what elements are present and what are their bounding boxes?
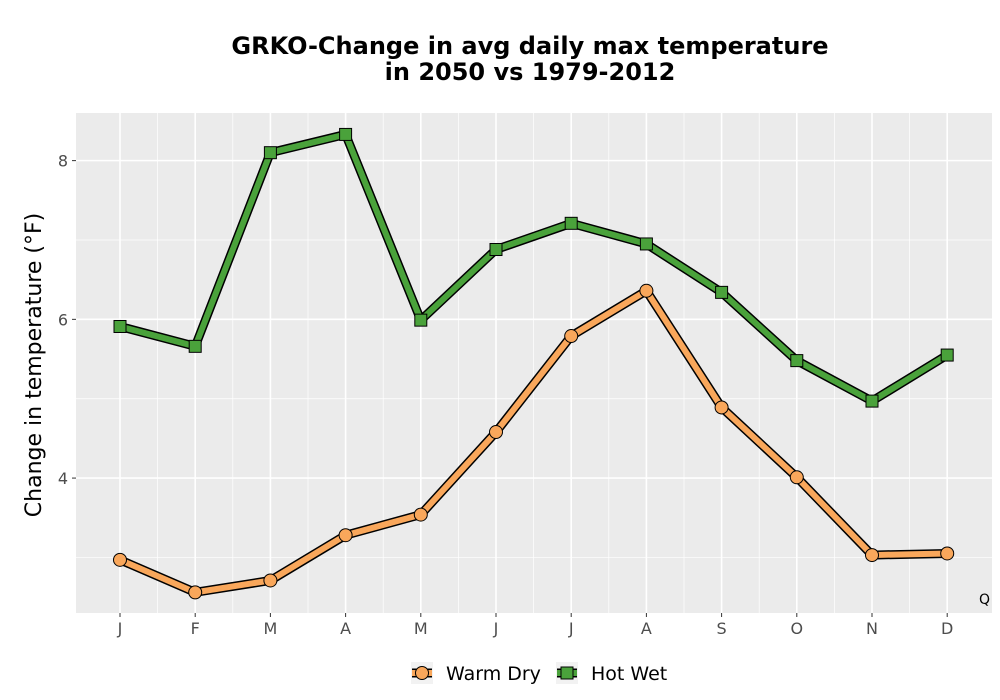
series-layer — [113, 127, 955, 600]
data-point — [564, 216, 578, 230]
series-warm-dry — [113, 283, 955, 600]
data-point — [865, 394, 879, 408]
y-tick-label: 6 — [58, 310, 68, 329]
x-tick-label: S — [717, 619, 727, 638]
x-tick-label: F — [191, 619, 200, 638]
data-point — [489, 425, 503, 440]
x-tick-label: O — [791, 619, 804, 638]
legend-label: Warm Dry — [446, 663, 541, 685]
y-tick-label: 4 — [58, 469, 68, 488]
data-point — [714, 400, 729, 415]
data-point — [188, 339, 202, 353]
data-point — [564, 329, 579, 344]
data-point — [339, 127, 353, 141]
data-point — [489, 243, 503, 257]
data-point — [413, 507, 428, 522]
data-point — [790, 354, 804, 368]
plot-panel — [76, 113, 992, 613]
chart-title-line1: GRKO-Change in avg daily max temperature — [231, 32, 828, 60]
data-point — [865, 548, 879, 563]
x-tick-label: J — [568, 619, 574, 638]
data-point — [639, 237, 653, 251]
data-point — [639, 283, 654, 298]
axis-layer: 4 6 8 J F M A M J J A S O N D — [58, 152, 954, 638]
data-point — [338, 528, 353, 543]
corner-label: Q — [979, 592, 990, 608]
y-tick-label: 8 — [58, 152, 68, 171]
data-point — [715, 285, 729, 299]
x-tick-label: A — [641, 619, 652, 638]
data-point — [263, 146, 277, 160]
legend-item-hot-wet: Hot Wet — [556, 662, 667, 685]
legend-item-warm-dry: Warm Dry — [411, 662, 541, 685]
x-tick-label: M — [414, 619, 428, 638]
series-line — [117, 131, 951, 405]
data-point — [940, 348, 954, 362]
legend-label: Hot Wet — [591, 663, 667, 685]
data-point — [789, 470, 804, 485]
x-tick-label: J — [493, 619, 499, 638]
x-tick-label: M — [263, 619, 277, 638]
data-point — [414, 313, 428, 327]
series-hot-wet — [113, 127, 954, 408]
grid-layer — [76, 113, 992, 613]
x-tick-label: D — [941, 619, 953, 638]
chart-title-line2: in 2050 vs 1979-2012 — [385, 58, 676, 86]
data-point — [940, 546, 955, 561]
y-axis-title: Change in temperature (°F) — [22, 213, 47, 517]
data-point — [263, 573, 278, 588]
x-tick-label: J — [117, 619, 123, 638]
legend-key-marker — [560, 666, 574, 680]
series-line — [117, 287, 951, 596]
data-point — [113, 552, 127, 567]
data-point — [113, 319, 127, 333]
x-tick-label: N — [866, 619, 878, 638]
legend: Warm Dry Hot Wet — [411, 662, 667, 685]
legend-key-marker — [415, 666, 429, 680]
data-point — [188, 585, 203, 600]
x-tick-label: A — [340, 619, 351, 638]
